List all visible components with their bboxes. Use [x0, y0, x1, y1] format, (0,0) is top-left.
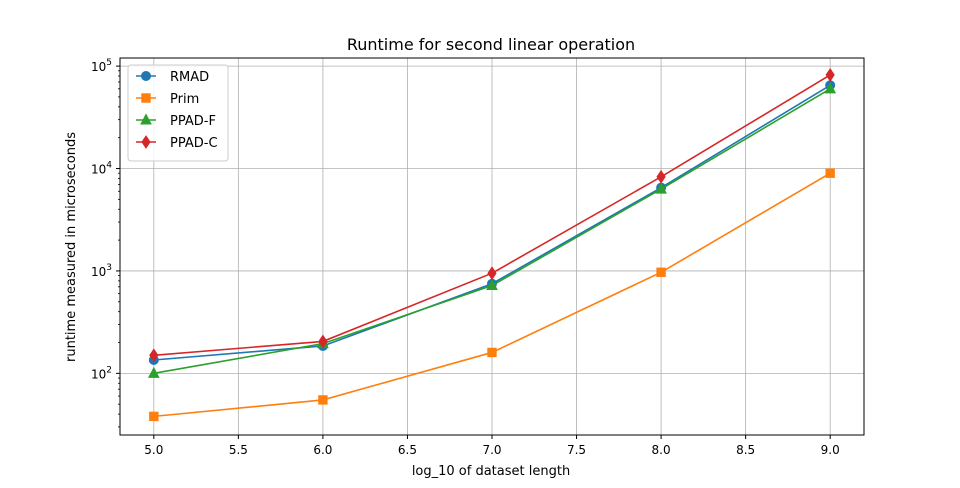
legend-marker [141, 93, 151, 103]
legend-label: RMAD [170, 70, 209, 85]
data-point-ppad-c [825, 68, 835, 82]
legend: RMAD Prim PPAD-F PPAD-C [127, 64, 229, 162]
series-layer [147, 68, 837, 422]
legend-marker [140, 113, 152, 125]
legend-entry-ppad-f: PPAD-F [136, 113, 216, 129]
data-point-prim [318, 395, 328, 405]
x-tick-label: 5.0 [144, 443, 163, 457]
series-ppad-c [149, 68, 835, 363]
legend-entry-prim: Prim [136, 92, 199, 107]
x-axis-label: log_10 of dataset length [412, 464, 570, 479]
data-point-prim [656, 267, 666, 277]
legend-box [127, 64, 229, 162]
x-tick-label: 8.0 [652, 443, 671, 457]
data-point-prim [825, 168, 835, 178]
chart-title: Runtime for second linear operation [347, 35, 635, 54]
grid [120, 58, 864, 435]
data-point-ppad-c [656, 169, 666, 184]
data-point-ppad-c [487, 266, 497, 281]
legend-entry-ppad-c: PPAD-C [136, 135, 218, 151]
series-prim [149, 168, 835, 422]
legend-marker [141, 71, 151, 81]
x-axis-ticks: 5.0 5.5 6.0 6.5 7.0 7.5 8.0 8.5 9.0 [144, 435, 840, 457]
legend-entry-rmad: RMAD [136, 70, 209, 85]
x-tick-label: 9.0 [821, 443, 840, 457]
data-point-ppad-f [486, 278, 498, 291]
data-point-prim [149, 411, 159, 422]
legend-marker [141, 135, 151, 149]
x-tick-label: 7.5 [567, 443, 586, 457]
y-tick-label: 103 [91, 263, 112, 279]
x-tick-label: 6.0 [313, 443, 332, 457]
legend-label: PPAD-F [170, 114, 216, 129]
x-tick-label: 8.5 [736, 443, 755, 457]
y-tick-label: 105 [91, 58, 112, 74]
data-point-prim [487, 347, 497, 358]
legend-label: PPAD-C [170, 136, 218, 151]
y-tick-label: 102 [91, 365, 112, 381]
series-ppad-f [147, 82, 837, 378]
data-point-ppad-c [149, 348, 159, 363]
legend-label: Prim [170, 92, 199, 107]
data-point-ppad-f [147, 366, 160, 378]
data-point-ppad-c [318, 334, 328, 349]
x-tick-label: 7.0 [482, 443, 501, 457]
y-axis-label: runtime measured in microseconds [64, 132, 79, 362]
y-tick-label: 104 [91, 161, 112, 177]
y-axis-ticks: 102 103 104 105 [91, 58, 120, 428]
x-tick-label: 5.5 [229, 443, 248, 457]
data-point-ppad-f [655, 182, 667, 194]
x-tick-label: 6.5 [398, 443, 417, 457]
data-point-ppad-f [824, 82, 837, 94]
